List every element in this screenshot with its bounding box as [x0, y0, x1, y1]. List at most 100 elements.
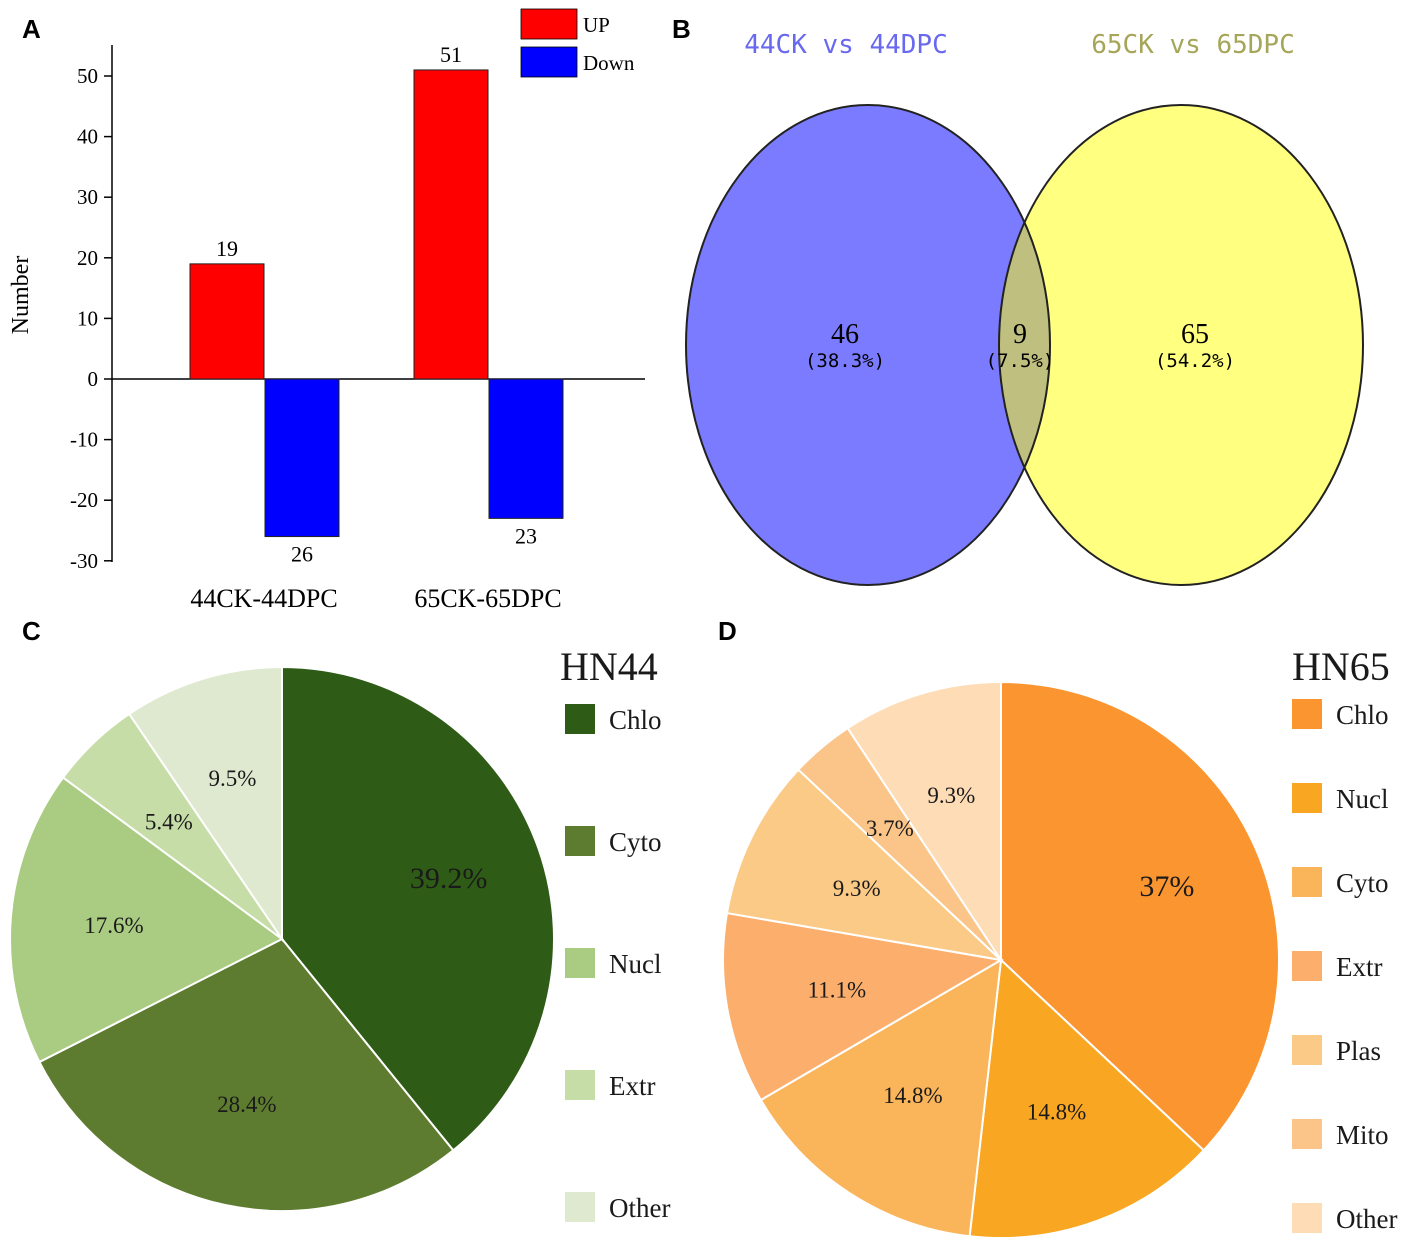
x-category-label: 44CK-44DPC — [190, 584, 337, 613]
panel-label-a: A — [22, 14, 41, 44]
legend-swatch-chlo — [1292, 699, 1322, 729]
pie-label-extr: 5.4% — [145, 809, 193, 834]
legend-label-chlo: Chlo — [609, 705, 662, 735]
legend-swatch-other — [1292, 1203, 1322, 1233]
bar-down-0 — [264, 378, 340, 538]
panel-label-c: C — [22, 616, 41, 646]
venn-overlap-percent: (7.5%) — [986, 350, 1055, 372]
legend-label-other: Other — [609, 1193, 670, 1223]
legend-label-nucl: Nucl — [1336, 784, 1388, 814]
legend-label-extr: Extr — [1336, 952, 1383, 982]
pie-label-chlo: 37% — [1139, 870, 1194, 903]
pie-label-cyto: 14.8% — [883, 1083, 942, 1108]
pie-label-other: 9.5% — [209, 766, 257, 791]
venn-region-b-percent: (54.2%) — [1155, 350, 1235, 372]
bar-label-down-1: 23 — [515, 523, 537, 548]
pie-label-plas: 9.3% — [833, 876, 881, 901]
x-category-label: 65CK-65DPC — [414, 584, 561, 613]
y-tick-label: 30 — [77, 185, 98, 209]
legend-swatch-extr — [565, 1070, 595, 1100]
bar-value-labels: 19 51 26 23 — [216, 42, 537, 567]
legend-swatch-cyto — [565, 826, 595, 856]
venn-region-a-count: 46 — [831, 319, 859, 350]
bar-label-up-1: 51 — [440, 42, 462, 67]
venn-set-a — [686, 105, 1050, 585]
pie-chart-hn65: 37% 14.8% 14.8% 11.1% 9.3% 3.7% 9.3% HN65 Chlo… — [722, 644, 1397, 1239]
legend-label-other: Other — [1336, 1204, 1397, 1234]
pie-label-mito: 3.7% — [866, 816, 914, 841]
legend-label-up: UP — [583, 13, 610, 37]
legend-swatch-nucl — [565, 948, 595, 978]
legend-swatch-mito — [1292, 1119, 1322, 1149]
bar-up-0 — [189, 263, 265, 380]
bar-label-up-0: 19 — [216, 236, 238, 261]
legend-swatch-up — [520, 8, 578, 40]
pie-slice-nucl — [968, 957, 1206, 1239]
pie-slice-cyto — [38, 937, 455, 1212]
panel-label-d: D — [718, 616, 737, 646]
venn-set-a-outline — [685, 104, 1051, 586]
pie-slice-other — [127, 665, 283, 943]
venn-overlap-count: 9 — [1013, 319, 1027, 350]
x-category-labels: 44CK-44DPC 65CK-65DPC — [190, 584, 561, 613]
venn-set-b — [999, 105, 1363, 585]
legend-swatch-extr — [1292, 951, 1322, 981]
y-tick-label: 0 — [88, 367, 99, 391]
legend-label-mito: Mito — [1336, 1120, 1389, 1150]
pie-slices-hn44 — [9, 665, 555, 1212]
y-tick-label: -20 — [70, 488, 98, 512]
y-tick-label: -30 — [70, 549, 98, 573]
legend-hn65: Chlo Nucl Cyto Extr Plas Mito Other — [1292, 699, 1397, 1234]
pie-title-hn44: HN44 — [560, 644, 658, 689]
legend-swatch-cyto — [1292, 867, 1322, 897]
y-tick-label: -10 — [70, 428, 98, 452]
y-axis-label: Number — [8, 256, 34, 335]
pie-labels-hn44: 39.2% 28.4% 17.6% 5.4% 9.5% — [84, 766, 487, 1117]
venn-set-b-outline — [998, 104, 1364, 586]
pie-slices-hn65 — [722, 680, 1280, 1239]
bar-down-1 — [488, 378, 564, 519]
pie-slice-plas — [725, 768, 1005, 962]
pie-label-nucl: 17.6% — [84, 913, 143, 938]
pie-label-other: 9.3% — [927, 783, 975, 808]
bar-label-down-0: 26 — [291, 542, 313, 567]
legend-label-extr: Extr — [609, 1071, 656, 1101]
legend-swatch-down — [520, 46, 578, 78]
venn-title-a: 44CK vs 44DPC — [744, 30, 948, 60]
pie-labels-hn65: 37% 14.8% 14.8% 11.1% 9.3% 3.7% 9.3% — [808, 783, 1195, 1124]
y-tick-label: 10 — [77, 306, 98, 330]
bar-chart: 50 40 30 20 10 0 -10 -20 -30 Number 19 51 26 23 44C… — [8, 8, 645, 613]
legend-label-nucl: Nucl — [609, 949, 661, 979]
venn-region-b-count: 65 — [1181, 319, 1209, 350]
legend-swatch-other — [565, 1192, 595, 1222]
legend-label-cyto: Cyto — [1336, 868, 1389, 898]
bars — [189, 69, 564, 538]
pie-label-extr: 11.1% — [808, 978, 867, 1003]
pie-title-hn65: HN65 — [1292, 644, 1390, 689]
pie-chart-hn44: 39.2% 28.4% 17.6% 5.4% 9.5% HN44 Chlo Cyto Nuc… — [9, 644, 670, 1223]
y-tick-label: 20 — [77, 246, 98, 270]
legend-swatch-nucl — [1292, 783, 1322, 813]
legend-label-down: Down — [583, 51, 635, 75]
pie-label-chlo: 39.2% — [410, 862, 488, 895]
pie-slice-nucl — [9, 776, 284, 1064]
venn-diagram: 44CK vs 44DPC 65CK vs 65DPC 46 (38.3%) 9… — [685, 30, 1364, 586]
legend-hn44: Chlo Cyto Nucl Extr Other — [565, 704, 670, 1223]
panel-label-b: B — [672, 14, 691, 44]
pie-slice-extr — [722, 911, 1004, 1102]
legend-swatch-chlo — [565, 704, 595, 734]
y-tick-label: 50 — [77, 64, 98, 88]
venn-title-b: 65CK vs 65DPC — [1091, 30, 1295, 60]
venn-region-a-percent: (38.3%) — [805, 350, 885, 372]
pie-label-nucl: 14.8% — [1027, 1099, 1086, 1124]
pie-label-cyto: 28.4% — [217, 1092, 276, 1117]
pie-slice-chlo — [281, 665, 555, 1152]
pie-slice-other — [846, 680, 1002, 964]
pie-slice-cyto — [759, 958, 1003, 1238]
bar-up-1 — [413, 69, 489, 380]
legend-label-plas: Plas — [1336, 1036, 1381, 1066]
legend-swatch-plas — [1292, 1035, 1322, 1065]
pie-slice-chlo — [1000, 680, 1280, 1152]
legend-label-chlo: Chlo — [1336, 700, 1389, 730]
